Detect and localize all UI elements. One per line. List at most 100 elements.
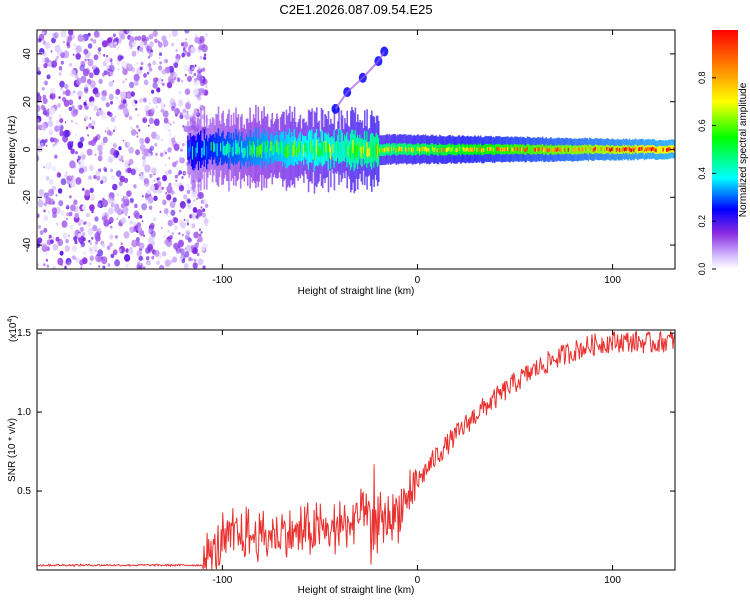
noise-blob [171, 231, 175, 236]
noise-blob [164, 170, 170, 176]
band-core [328, 143, 331, 152]
band-cell [563, 145, 565, 155]
noise-blob [78, 96, 82, 100]
noise-blob [151, 255, 155, 260]
noise-blob [122, 206, 129, 215]
noise-blob [198, 228, 201, 232]
noise-blob [144, 115, 147, 119]
band-cell [477, 143, 480, 154]
noise-blob [115, 96, 119, 100]
noise-blob [49, 94, 53, 99]
band-core [482, 148, 484, 153]
noise-blob [120, 242, 123, 245]
band-cell [670, 145, 673, 153]
noise-blob [75, 177, 82, 185]
band-core [519, 146, 522, 151]
noise-blob [143, 234, 146, 237]
noise-blob [179, 155, 181, 158]
noise-blob [128, 215, 131, 219]
noise-blob [200, 206, 203, 209]
noise-blob [121, 211, 124, 214]
band-core [284, 146, 286, 157]
noise-blob [128, 115, 133, 121]
noise-blob [59, 118, 64, 124]
noise-blob [95, 234, 101, 242]
noise-blob [79, 152, 86, 160]
band-core [231, 146, 234, 157]
noise-blob [57, 103, 61, 108]
noise-blob [178, 91, 182, 95]
band-core [413, 147, 415, 152]
band-core [498, 146, 501, 151]
noise-blob [79, 226, 84, 232]
band-cell [550, 144, 552, 154]
noise-blob [74, 240, 78, 244]
band-core [474, 146, 476, 151]
noise-blob [109, 147, 117, 156]
noise-blob [90, 87, 92, 90]
noise-blob [69, 101, 73, 105]
band-core [622, 146, 625, 151]
band-core [296, 147, 298, 157]
noise-blob [113, 125, 118, 131]
band-core [286, 144, 289, 158]
noise-blob [198, 87, 205, 96]
noise-blob [52, 212, 57, 219]
band-cell [664, 145, 667, 154]
band-core [464, 147, 467, 152]
noise-blob [69, 62, 72, 67]
noise-blob [87, 58, 94, 67]
band-core [468, 148, 470, 153]
noise-blob [198, 192, 204, 199]
noise-blob [178, 239, 184, 248]
noise-blob [191, 212, 197, 220]
noise-blob [151, 89, 155, 94]
noise-blob [183, 171, 187, 175]
band-core [561, 147, 564, 152]
band-core [545, 147, 547, 151]
noise-blob [101, 113, 107, 120]
noise-blob [39, 230, 44, 236]
noise-blob [122, 99, 127, 104]
band-core [214, 143, 216, 152]
noise-blob [116, 193, 120, 197]
noise-blob [175, 248, 178, 252]
band-cell [389, 144, 392, 156]
noise-blob [69, 224, 74, 230]
band-core [320, 139, 323, 155]
band-cell [591, 145, 593, 155]
noise-blob [164, 259, 171, 267]
noise-blob [60, 60, 64, 65]
noise-blob [166, 81, 173, 89]
noise-blob [204, 203, 209, 208]
noise-blob [46, 264, 49, 268]
noise-blob [172, 121, 175, 124]
noise-blob [41, 242, 47, 250]
chirp-trace [362, 60, 380, 79]
band-core [345, 142, 347, 152]
noise-blob [149, 41, 154, 48]
noise-blob [130, 168, 136, 176]
noise-blob [81, 232, 86, 237]
x-tick-label: 100 [604, 275, 621, 286]
noise-blob [127, 63, 132, 70]
noise-blob [145, 201, 148, 205]
noise-blob [62, 90, 66, 95]
noise-blob [114, 259, 120, 267]
noise-blob [136, 250, 142, 257]
noise-blob [65, 238, 69, 244]
band-core [611, 147, 613, 152]
noise-blob [156, 180, 162, 187]
noise-blob [196, 239, 200, 243]
band-cell [602, 145, 605, 154]
noise-blob [204, 222, 208, 227]
noise-blob [45, 196, 52, 205]
noise-blob [58, 72, 62, 76]
noise-blob [75, 45, 82, 54]
band-core [386, 146, 388, 151]
band-cell [484, 143, 487, 154]
noise-blob [80, 75, 87, 84]
band-cell [394, 143, 396, 155]
band-core [639, 147, 641, 151]
noise-blob [108, 64, 115, 73]
